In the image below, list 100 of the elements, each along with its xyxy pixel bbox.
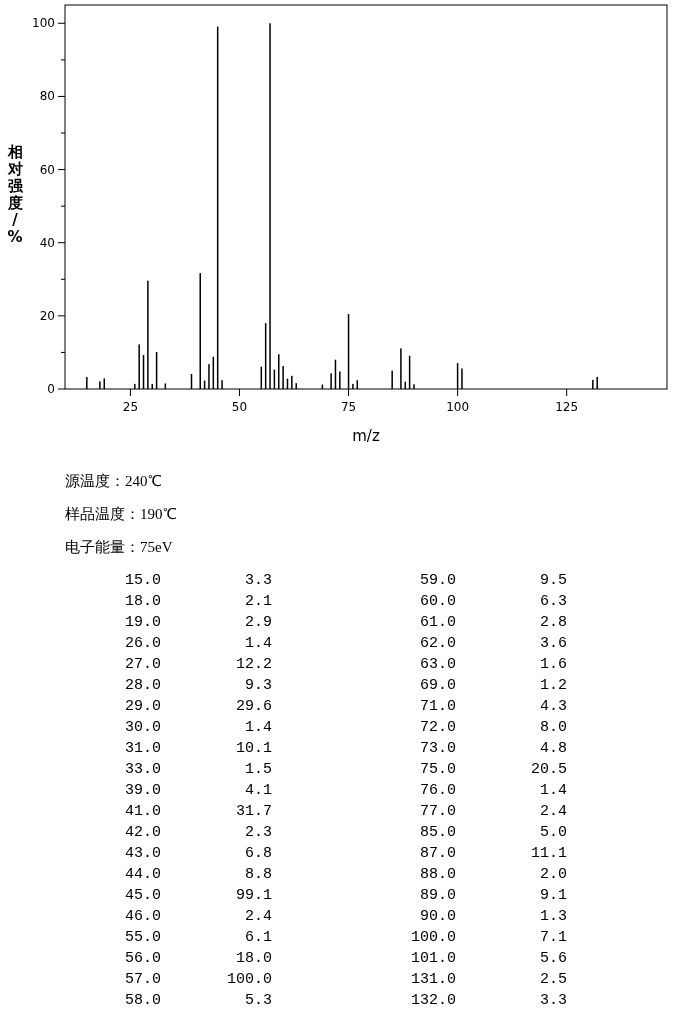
text: 5.3 (244, 992, 272, 1009)
text: 19.0 (124, 614, 161, 631)
y-tick-label: 0 (47, 382, 55, 396)
text: 1.4 (539, 782, 567, 799)
text: 样品温度：190℃ (65, 506, 177, 522)
x-tick-label: 25 (122, 400, 139, 414)
text: 3.6 (539, 635, 567, 652)
text: 3.3 (244, 572, 272, 589)
text: 42.0 (124, 824, 161, 841)
text: 7.1 (539, 929, 567, 946)
text: 100.0 (226, 971, 272, 988)
text: 99.1 (235, 887, 272, 904)
text: 9.5 (539, 572, 567, 589)
text: 11.1 (530, 845, 567, 862)
x-tick-label: 50 (231, 400, 248, 414)
text: 100.0 (410, 929, 456, 946)
text: 59.0 (419, 572, 456, 589)
text: 18.0 (235, 950, 272, 967)
text: 26.0 (124, 635, 161, 652)
text: 2.0 (539, 866, 567, 883)
text: 29.6 (235, 698, 272, 715)
y-tick-label: 100 (32, 16, 55, 31)
y-tick-label: 20 (39, 308, 55, 323)
text: 58.0 (124, 992, 161, 1009)
text: 29.0 (124, 698, 161, 715)
text: 9.3 (244, 677, 272, 694)
text: 2.4 (244, 908, 272, 925)
text: 39.0 (124, 782, 161, 799)
text: 62.0 (419, 635, 456, 652)
text: 4.1 (244, 782, 272, 799)
text: 63.0 (419, 656, 456, 673)
text: 101.0 (410, 950, 456, 967)
text: 89.0 (419, 887, 456, 904)
text: 75.0 (419, 761, 456, 778)
text: 10.1 (235, 740, 272, 757)
text: 90.0 (419, 908, 456, 925)
text: 131.0 (410, 971, 456, 988)
text: 44.0 (124, 866, 161, 883)
text: 43.0 (124, 845, 161, 862)
text: 60.0 (419, 593, 456, 610)
text: 1.2 (539, 677, 567, 694)
text: 55.0 (124, 929, 161, 946)
text: 15.0 (124, 572, 161, 589)
text: 8.0 (539, 719, 567, 736)
text: 1.4 (244, 635, 272, 652)
y-axis-title: 相对强度/% (6, 143, 24, 246)
text: 2.1 (244, 593, 272, 610)
text: 12.2 (235, 656, 272, 673)
text: 30.0 (124, 719, 161, 736)
text: 28.0 (124, 677, 161, 694)
text: 45.0 (124, 887, 161, 904)
y-tick-label: 40 (39, 235, 55, 250)
text: 18.0 (124, 593, 161, 610)
text: 87.0 (419, 845, 456, 862)
text: 1.4 (244, 719, 272, 736)
text: 源温度：240℃ (65, 473, 162, 489)
text: 2.9 (244, 614, 272, 631)
text: 132.0 (410, 992, 456, 1009)
text: 1.3 (539, 908, 567, 925)
text: 56.0 (124, 950, 161, 967)
text: 4.8 (539, 740, 567, 757)
text: 72.0 (419, 719, 456, 736)
text: 2.3 (244, 824, 272, 841)
text: 20.5 (530, 761, 567, 778)
x-tick-label: 125 (555, 400, 579, 414)
text: 31.7 (235, 803, 272, 820)
text: 6.8 (244, 845, 272, 862)
text: 5.6 (539, 950, 567, 967)
text: 33.0 (124, 761, 161, 778)
text: 2.8 (539, 614, 567, 631)
text: 9.1 (539, 887, 567, 904)
text: 61.0 (419, 614, 456, 631)
text: 3.3 (539, 992, 567, 1009)
text: 77.0 (419, 803, 456, 820)
x-tick-label: 100 (446, 400, 470, 414)
text: 6.3 (539, 593, 567, 610)
text: 电子能量：75eV (65, 539, 173, 555)
text: 88.0 (419, 866, 456, 883)
text: 1.5 (244, 761, 272, 778)
text: 2.4 (539, 803, 567, 820)
text: 85.0 (419, 824, 456, 841)
text: 2.5 (539, 971, 567, 988)
x-tick-label: 75 (340, 400, 357, 414)
text: 76.0 (419, 782, 456, 799)
text: 5.0 (539, 824, 567, 841)
y-tick-label: 80 (39, 89, 55, 104)
text: 27.0 (124, 656, 161, 673)
text: 8.8 (244, 866, 272, 883)
text: 69.0 (419, 677, 456, 694)
text: 41.0 (124, 803, 161, 820)
text: 71.0 (419, 698, 456, 715)
text: 57.0 (124, 971, 161, 988)
text: 46.0 (124, 908, 161, 925)
text: 6.1 (244, 929, 272, 946)
text: 73.0 (419, 740, 456, 757)
text: 1.6 (539, 656, 567, 673)
text: 31.0 (124, 740, 161, 757)
x-axis-title: m/z (352, 427, 380, 445)
text: 4.3 (539, 698, 567, 715)
y-tick-label: 60 (39, 162, 55, 177)
